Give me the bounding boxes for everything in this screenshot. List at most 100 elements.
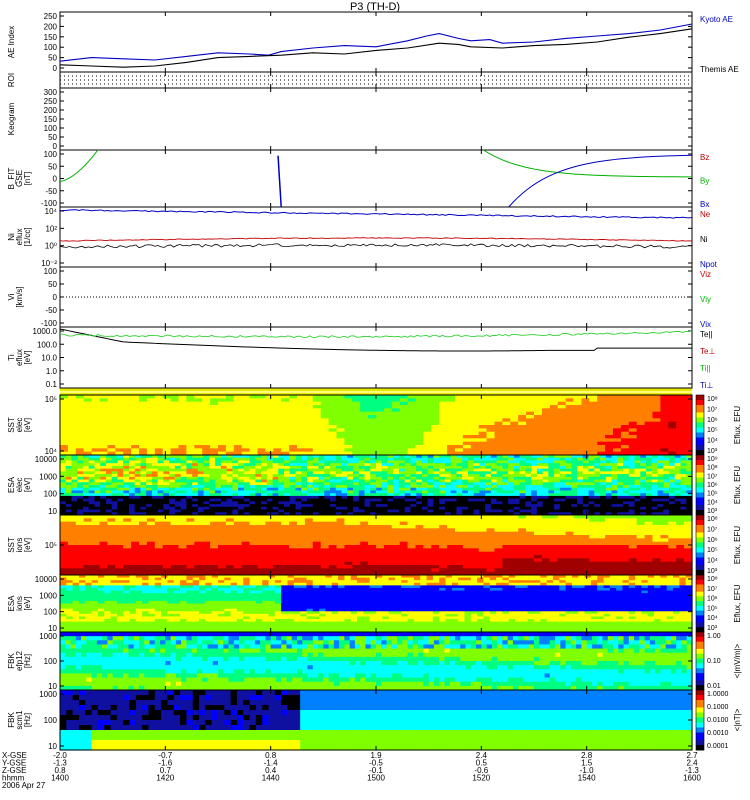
spectrogram-cell	[368, 568, 377, 573]
spectrogram-cell	[370, 482, 377, 486]
spectrogram-cell	[415, 451, 424, 456]
spectrogram-cell	[154, 408, 164, 413]
spectrogram-cell	[297, 438, 306, 443]
spectrogram-cell	[657, 485, 664, 489]
spectrogram-cell	[573, 411, 582, 416]
spectrogram-cell	[439, 463, 446, 467]
spectrogram-cell	[91, 525, 101, 529]
spectrogram-cell	[383, 518, 393, 523]
spectrogram-cell	[399, 435, 409, 439]
spectrogram-cell	[163, 465, 170, 470]
spectrogram-cell	[456, 498, 463, 502]
spectrogram-cell	[485, 490, 492, 494]
spectrogram-cell	[218, 411, 227, 416]
spectrogram-cell	[588, 455, 595, 459]
spectrogram-cell	[565, 476, 572, 481]
spectrogram-cell	[398, 490, 406, 494]
spectrogram-cell	[686, 493, 693, 497]
spectrogram-cell	[571, 501, 578, 505]
spectrogram-cell	[462, 495, 469, 500]
spectrogram-cell	[320, 445, 330, 449]
spectrogram-cell	[525, 493, 532, 497]
spectrogram-cell	[508, 482, 515, 486]
spectrogram-cell	[605, 425, 614, 429]
spectrogram-cell	[669, 474, 676, 478]
spectrogram-cell	[328, 518, 338, 523]
spectrogram-cell	[496, 498, 503, 502]
spectrogram-cell	[416, 498, 423, 502]
spectrogram-cell	[376, 438, 385, 443]
spectrogram-cell	[312, 545, 322, 549]
spectrogram-cell	[674, 506, 682, 511]
spectrogram-cell	[423, 528, 432, 533]
spectrogram-cell	[100, 457, 107, 462]
spectrogram-cell	[611, 493, 618, 497]
spectrogram-cell	[139, 528, 148, 533]
spectrogram-cell	[123, 515, 132, 519]
spectrogram-cell	[341, 471, 348, 475]
spectrogram-cell	[115, 421, 124, 426]
spectrogram-cell	[91, 421, 101, 426]
spectrogram-cell	[255, 487, 262, 492]
spectrogram-cell	[613, 421, 622, 426]
spectrogram-cell	[178, 518, 187, 523]
spectrogram-cell	[169, 460, 176, 464]
spectrogram-cell	[353, 490, 360, 494]
spectrogram-cell	[494, 431, 503, 436]
spectrogram-cell	[347, 512, 354, 516]
spectrogram-cell	[525, 504, 532, 508]
spectrogram-cell	[646, 498, 653, 502]
spectrogram-cell	[447, 421, 456, 426]
spectrogram-cell	[634, 490, 641, 494]
spectrogram-cell	[115, 428, 124, 433]
spectrogram-cell	[266, 493, 274, 497]
spectrogram-cell	[360, 405, 369, 409]
spectrogram-cell	[304, 551, 314, 556]
spectrogram-cell	[565, 418, 575, 423]
spectrogram-cell	[178, 531, 187, 536]
spectrogram-cell	[194, 531, 203, 536]
spectrogram-cell	[341, 468, 348, 472]
spectrogram-cell	[202, 438, 211, 443]
spectrogram-cell	[301, 493, 308, 497]
spectrogram-cell	[60, 541, 69, 546]
spectrogram-cell	[358, 512, 366, 516]
spectrogram-cell	[565, 485, 572, 489]
spectrogram-cell	[238, 512, 245, 516]
spectrogram-cell	[496, 468, 503, 472]
spectrogram-cell	[467, 501, 475, 505]
spectrogram-cell	[115, 568, 124, 573]
spectrogram-cell	[404, 457, 412, 462]
spectrogram-cell	[82, 493, 90, 497]
spectrogram-cell	[669, 504, 676, 508]
spectrogram-cell	[508, 471, 515, 475]
spectrogram-cell	[470, 428, 480, 433]
spectrogram-cell	[281, 571, 290, 576]
spectrogram-cell	[368, 518, 377, 523]
spectrogram-cell	[157, 457, 165, 462]
spectrogram-cell	[312, 425, 322, 429]
spectrogram-cell	[364, 463, 371, 467]
spectrogram-cell	[157, 465, 165, 470]
ylabel: [eV]	[23, 478, 32, 492]
spectrogram-cell	[431, 518, 440, 523]
spectrogram-cell	[478, 411, 488, 416]
spectrogram-cell	[180, 512, 187, 516]
spectrogram-cell	[439, 555, 448, 559]
spectrogram-cell	[600, 463, 607, 467]
spectrogram-cell	[318, 504, 325, 508]
spectrogram-cell	[416, 485, 423, 489]
spectrogram-cell	[99, 401, 108, 406]
spectrogram-cell	[218, 431, 227, 436]
spectrogram-cell	[407, 411, 417, 416]
spectrogram-cell	[381, 457, 389, 462]
spectrogram-cell	[128, 504, 136, 508]
spectrogram-cell	[594, 495, 601, 500]
spectrogram-cell	[194, 438, 203, 443]
spectrogram-cell	[611, 509, 618, 513]
spectrogram-cell	[318, 501, 325, 505]
spectrogram-cell	[605, 421, 614, 426]
spectrogram-cell	[494, 405, 503, 409]
spectrogram-cell	[660, 435, 669, 439]
spectrogram-cell	[582, 479, 590, 483]
